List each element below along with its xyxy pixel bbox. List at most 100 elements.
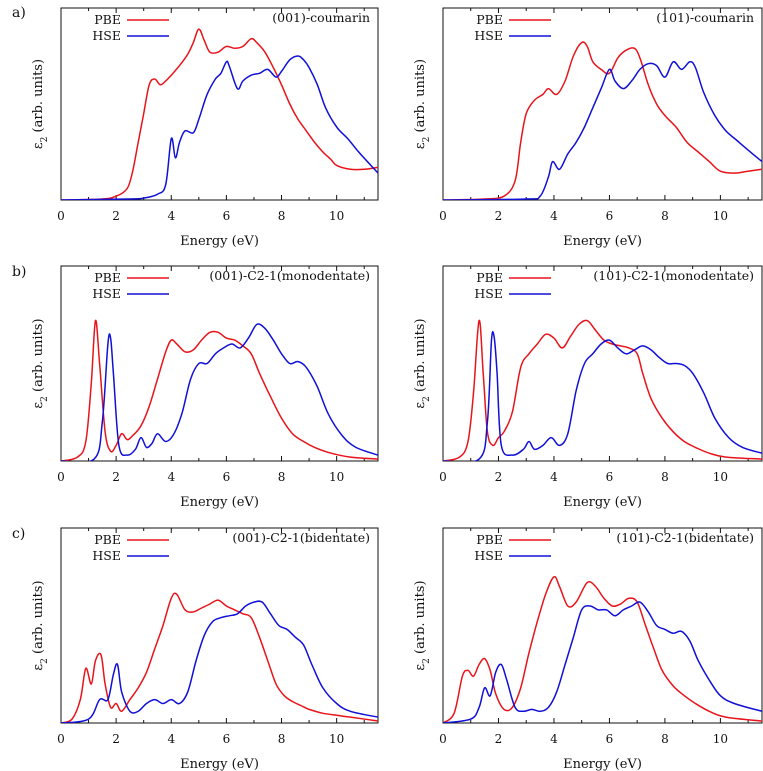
plot-frame xyxy=(442,7,763,201)
x-tick-label: 0 xyxy=(439,209,447,223)
legend-label-pbe: PBE xyxy=(476,12,503,27)
x-tick-label: 8 xyxy=(278,209,286,223)
legend-label-hse: HSE xyxy=(474,286,503,301)
x-tick-label: 4 xyxy=(550,732,558,746)
plot-frame xyxy=(60,265,379,462)
x-tick-label: 0 xyxy=(57,470,65,484)
panel-title: (101)-C2-1(monodentate) xyxy=(593,268,754,283)
series-group xyxy=(61,592,378,723)
series-line-pbe xyxy=(61,28,378,200)
series-line-pbe xyxy=(61,319,378,461)
x-axis-title: Energy (eV) xyxy=(180,234,259,249)
series-line-pbe xyxy=(443,319,762,461)
x-tick-label: 6 xyxy=(223,732,231,746)
x-tick-label: 4 xyxy=(167,732,175,746)
y-axis-title: ε2 (arb. units) xyxy=(31,580,50,670)
x-tick-label: 0 xyxy=(57,209,65,223)
x-tick-label: 10 xyxy=(329,470,344,484)
y-axis-title: ε2 (arb. units) xyxy=(413,580,432,670)
x-tick-label: 4 xyxy=(167,209,175,223)
row-label-1: a) xyxy=(12,5,26,21)
plot-frame xyxy=(60,7,379,201)
x-tick-label: 2 xyxy=(112,470,120,484)
legend-label-hse: HSE xyxy=(92,28,121,43)
legend-label-hse: HSE xyxy=(474,28,503,43)
x-tick-label: 2 xyxy=(495,209,503,223)
x-axis-title: Energy (eV) xyxy=(563,234,642,249)
legend-label-hse: HSE xyxy=(92,286,121,301)
x-tick-label: 6 xyxy=(223,209,231,223)
series-group xyxy=(443,41,762,200)
x-axis-title: Energy (eV) xyxy=(180,495,259,510)
panel-b-right: 0 2 4 6 8 10 Energy (eV) ε2 (arb. units) (101)-C… xyxy=(413,265,763,510)
panel-a-left: 0 2 4 6 8 10 Energy (eV) ε2 (arb. units) (001)-c… xyxy=(31,7,379,249)
series-line-hse xyxy=(443,60,762,200)
x-tick-label: 10 xyxy=(713,209,728,223)
y-axis-title: ε2 (arb. units) xyxy=(413,59,432,149)
x-tick-label: 10 xyxy=(329,209,344,223)
series-line-hse xyxy=(61,323,378,461)
x-axis-title: Energy (eV) xyxy=(563,757,642,771)
legend-label-pbe: PBE xyxy=(94,532,121,547)
plot-frame xyxy=(442,265,763,462)
series-line-hse xyxy=(61,600,378,723)
legend-label-pbe: PBE xyxy=(94,270,121,285)
panel-a-right: 0 2 4 6 8 10 Energy (eV) ε2 (arb. units) (101)-c… xyxy=(413,7,763,249)
x-tick-label: 6 xyxy=(223,470,231,484)
series-line-pbe xyxy=(61,592,378,723)
legend-label-hse: HSE xyxy=(92,548,121,563)
legend-label-pbe: PBE xyxy=(476,270,503,285)
x-tick-label: 2 xyxy=(495,470,503,484)
y-axis-title: ε2 (arb. units) xyxy=(31,318,50,408)
panel-title: (101)-coumarin xyxy=(656,10,754,25)
series-line-pbe xyxy=(443,575,762,723)
series-group xyxy=(61,319,378,461)
panel-c-right: 0 2 4 6 8 10 Energy (eV) ε2 (arb. units) (101)-C… xyxy=(413,527,763,771)
x-axis-title: Energy (eV) xyxy=(180,757,259,771)
legend-label-pbe: PBE xyxy=(476,532,503,547)
series-line-hse xyxy=(443,601,762,723)
x-tick-label: 6 xyxy=(606,209,614,223)
x-tick-label: 2 xyxy=(112,209,120,223)
panel-title: (001)-C2-1(monodentate) xyxy=(209,268,370,283)
x-tick-label: 10 xyxy=(713,470,728,484)
plot-frame xyxy=(442,527,763,724)
x-tick-label: 4 xyxy=(167,470,175,484)
x-tick-label: 8 xyxy=(278,470,286,484)
series-line-hse xyxy=(443,331,762,461)
x-tick-label: 2 xyxy=(495,732,503,746)
x-tick-label: 10 xyxy=(329,732,344,746)
x-tick-label: 0 xyxy=(439,732,447,746)
series-group xyxy=(443,319,762,461)
y-axis-title: ε2 (arb. units) xyxy=(413,318,432,408)
legend-label-hse: HSE xyxy=(474,548,503,563)
panel-title: (101)-C2-1(bidentate) xyxy=(616,530,754,545)
y-axis-title: ε2 (arb. units) xyxy=(31,59,50,149)
x-tick-label: 10 xyxy=(713,732,728,746)
series-group xyxy=(443,575,762,723)
series-group xyxy=(61,28,378,200)
legend-label-pbe: PBE xyxy=(94,12,121,27)
panel-b-left: 0 2 4 6 8 10 Energy (eV) ε2 (arb. units) (001)-C… xyxy=(31,265,379,510)
series-line-pbe xyxy=(443,41,762,200)
x-tick-label: 0 xyxy=(439,470,447,484)
x-axis-title: Energy (eV) xyxy=(563,495,642,510)
x-tick-label: 8 xyxy=(661,470,669,484)
x-tick-label: 4 xyxy=(550,470,558,484)
x-tick-label: 2 xyxy=(112,732,120,746)
row-label-2: b) xyxy=(12,264,26,280)
plot-frame xyxy=(60,527,379,724)
panel-c-left: 0 2 4 6 8 10 Energy (eV) ε2 (arb. units) (001)-C… xyxy=(31,527,379,771)
x-tick-label: 4 xyxy=(550,209,558,223)
series-line-hse xyxy=(61,55,378,200)
x-tick-label: 8 xyxy=(661,732,669,746)
panel-title: (001)-C2-1(bidentate) xyxy=(232,530,370,545)
x-tick-label: 8 xyxy=(278,732,286,746)
x-tick-label: 0 xyxy=(57,732,65,746)
row-label-3: c) xyxy=(12,526,25,542)
panel-title: (001)-coumarin xyxy=(272,10,370,25)
x-tick-label: 8 xyxy=(661,209,669,223)
x-tick-label: 6 xyxy=(606,732,614,746)
x-tick-label: 6 xyxy=(606,470,614,484)
